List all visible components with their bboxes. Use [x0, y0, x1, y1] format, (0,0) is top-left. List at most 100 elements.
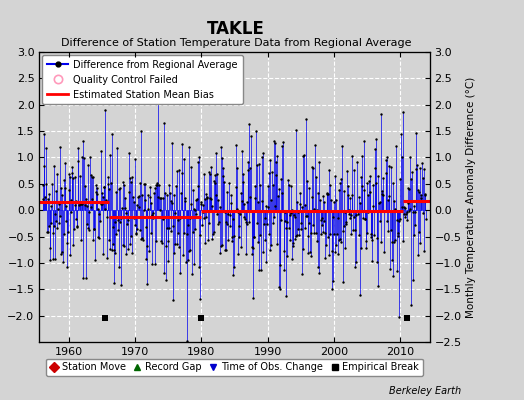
- Point: [407, 176, 416, 182]
- Point: [358, 183, 367, 189]
- Point: [372, 136, 380, 142]
- Point: [315, 270, 324, 276]
- Point: [370, 164, 379, 171]
- Point: [85, 227, 93, 233]
- Point: [412, 166, 421, 172]
- Point: [284, 177, 292, 184]
- Point: [191, 226, 200, 232]
- Point: [236, 211, 244, 217]
- Point: [187, 164, 195, 170]
- Point: [185, 246, 194, 253]
- Point: [129, 194, 137, 200]
- Point: [289, 240, 297, 246]
- Point: [303, 212, 311, 219]
- Point: [355, 292, 364, 298]
- Point: [201, 196, 209, 202]
- Point: [345, 215, 354, 221]
- Point: [53, 225, 61, 231]
- Point: [324, 191, 332, 197]
- Point: [363, 230, 372, 236]
- Point: [391, 237, 399, 243]
- Point: [190, 205, 199, 212]
- Point: [368, 237, 377, 243]
- Y-axis label: Monthly Temperature Anomaly Difference (°C): Monthly Temperature Anomaly Difference (…: [466, 76, 476, 318]
- Point: [327, 196, 335, 203]
- Point: [298, 271, 307, 278]
- Point: [183, 338, 191, 344]
- Point: [47, 202, 55, 209]
- Point: [364, 208, 373, 215]
- Point: [156, 207, 164, 213]
- Point: [204, 219, 213, 226]
- Point: [347, 230, 355, 237]
- Point: [326, 231, 335, 237]
- Point: [353, 158, 362, 165]
- Point: [70, 226, 78, 232]
- Point: [398, 204, 406, 210]
- Point: [78, 200, 86, 207]
- Point: [150, 190, 158, 196]
- Point: [157, 195, 166, 202]
- Point: [130, 156, 139, 163]
- Point: [408, 276, 417, 283]
- Point: [63, 264, 71, 270]
- Point: [357, 245, 366, 252]
- Point: [154, 194, 162, 200]
- Point: [182, 259, 190, 265]
- Point: [218, 155, 226, 161]
- Point: [288, 256, 296, 262]
- Point: [106, 152, 114, 158]
- Point: [271, 203, 279, 209]
- Point: [120, 182, 128, 188]
- Point: [344, 183, 352, 189]
- Point: [237, 190, 245, 197]
- Point: [39, 196, 47, 202]
- Point: [40, 131, 48, 138]
- Point: [242, 250, 250, 257]
- Point: [228, 238, 236, 244]
- Point: [351, 264, 359, 270]
- Point: [75, 172, 84, 179]
- Point: [253, 162, 261, 168]
- Point: [97, 201, 106, 207]
- Point: [110, 246, 118, 253]
- Point: [270, 140, 279, 146]
- Point: [395, 218, 403, 224]
- Point: [319, 229, 328, 235]
- Point: [319, 193, 327, 199]
- Point: [403, 185, 412, 191]
- Point: [279, 138, 287, 145]
- Point: [396, 216, 404, 222]
- Point: [350, 167, 358, 173]
- Point: [337, 176, 346, 182]
- Point: [213, 171, 221, 177]
- Point: [390, 198, 398, 204]
- Point: [236, 244, 245, 251]
- Point: [73, 224, 82, 231]
- Point: [193, 183, 202, 189]
- Point: [116, 219, 124, 226]
- Point: [232, 142, 241, 148]
- Point: [114, 216, 122, 223]
- Point: [92, 185, 101, 192]
- Point: [158, 214, 167, 220]
- Point: [141, 197, 149, 204]
- Point: [351, 227, 359, 233]
- Point: [148, 211, 156, 218]
- Point: [306, 249, 314, 255]
- Point: [362, 238, 370, 244]
- Point: [238, 178, 247, 185]
- Point: [267, 242, 276, 248]
- Point: [380, 208, 388, 215]
- Point: [197, 198, 205, 205]
- Point: [200, 214, 208, 221]
- Point: [255, 161, 264, 168]
- Point: [98, 190, 106, 197]
- Point: [90, 226, 99, 233]
- Point: [244, 158, 252, 165]
- Point: [392, 217, 401, 223]
- Point: [71, 174, 79, 180]
- Point: [225, 212, 234, 218]
- Point: [244, 167, 253, 174]
- Point: [84, 225, 93, 231]
